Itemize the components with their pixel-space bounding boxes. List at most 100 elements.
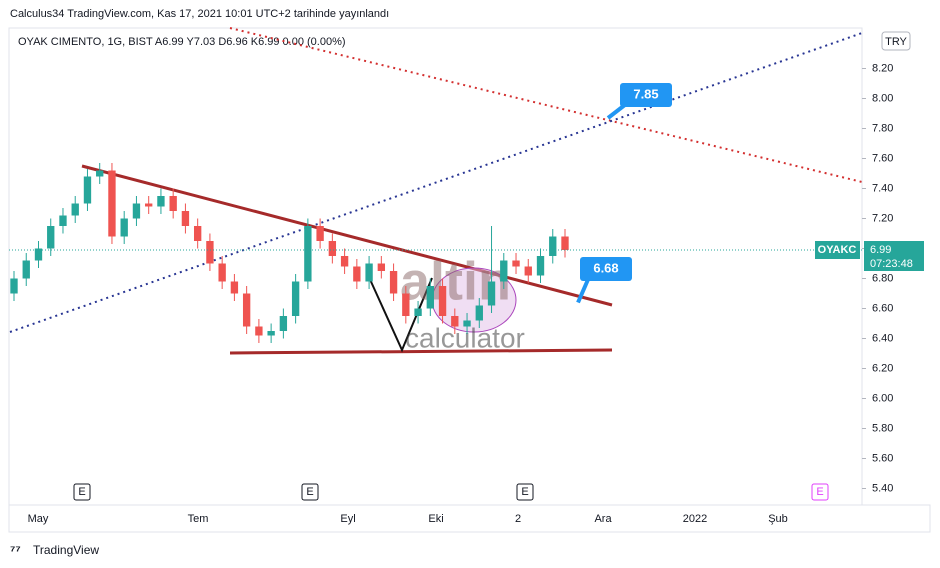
candle-body bbox=[71, 203, 79, 216]
candle-body bbox=[438, 286, 447, 316]
candle-body bbox=[96, 170, 104, 177]
trend-line bbox=[229, 27, 863, 183]
callout-box bbox=[620, 83, 672, 107]
y-tick-label: 8.20 bbox=[872, 62, 893, 74]
candle-body bbox=[230, 281, 239, 294]
candle-body bbox=[463, 320, 471, 327]
candle-body bbox=[157, 196, 165, 207]
x-tick-label: 2 bbox=[515, 513, 521, 525]
watermark-sub: calculator bbox=[405, 322, 525, 353]
price-tag bbox=[864, 241, 924, 271]
candle-body bbox=[22, 260, 30, 279]
callout-label: 6.68 bbox=[593, 260, 618, 275]
x-tick-label: Eyl bbox=[340, 513, 355, 525]
candle-body bbox=[83, 176, 92, 204]
candle-body bbox=[132, 203, 141, 219]
footer: TradingView bbox=[33, 543, 99, 557]
event-label: E bbox=[816, 486, 823, 498]
candle-body bbox=[365, 263, 373, 282]
y-tick-label: 6.00 bbox=[872, 392, 893, 404]
time-axis bbox=[8, 504, 931, 533]
candle-body bbox=[353, 266, 361, 282]
candle-body bbox=[512, 260, 520, 267]
y-tick-label: 7.60 bbox=[872, 152, 893, 164]
candle-body bbox=[59, 215, 67, 226]
candle-body bbox=[206, 241, 214, 264]
y-tick-label: 8.00 bbox=[872, 92, 893, 104]
candle-body bbox=[377, 263, 386, 271]
legend: OYAK CIMENTO, 1G, BIST A6.99 Y7.03 D6.96… bbox=[18, 36, 346, 48]
currency: TRY bbox=[885, 36, 907, 48]
candle-body bbox=[414, 308, 422, 316]
candle-body bbox=[475, 305, 483, 321]
candle-body bbox=[108, 170, 116, 237]
symbol-tag bbox=[815, 241, 860, 259]
y-tick-label: 7.80 bbox=[872, 122, 893, 134]
header: Calculus34 TradingView.com, Kas 17, 2021… bbox=[10, 8, 389, 20]
candle-body bbox=[47, 226, 55, 249]
y-tick-label: 6.20 bbox=[872, 362, 893, 374]
x-tick-label: Tem bbox=[188, 513, 209, 525]
event-label: E bbox=[306, 486, 313, 498]
candle-body bbox=[10, 278, 18, 294]
trend-line bbox=[9, 32, 863, 333]
candle-body bbox=[291, 281, 300, 316]
candle-body bbox=[181, 211, 190, 226]
callout-label: 7.85 bbox=[633, 86, 658, 101]
timer-label: 07:23:48 bbox=[870, 258, 913, 270]
event-box bbox=[73, 483, 91, 501]
x-tick-label: Ara bbox=[594, 513, 612, 525]
candle-body bbox=[340, 256, 349, 267]
candle-body bbox=[120, 218, 128, 237]
candle-body bbox=[267, 331, 275, 336]
x-tick-label: Eki bbox=[428, 513, 443, 525]
event-box bbox=[811, 483, 829, 501]
event-box bbox=[301, 483, 319, 501]
candle-body bbox=[549, 236, 557, 256]
y-tick-label: 6.80 bbox=[872, 272, 893, 284]
candle-body bbox=[487, 281, 496, 306]
candle-body bbox=[451, 316, 459, 327]
event-label: E bbox=[521, 486, 528, 498]
candle-body bbox=[500, 260, 508, 282]
candle-body bbox=[536, 256, 545, 276]
candle-body bbox=[402, 293, 410, 316]
x-tick-label: 2022 bbox=[683, 513, 707, 525]
symbol-label: OYAKC bbox=[818, 244, 857, 256]
candle-body bbox=[328, 241, 337, 256]
currency-box bbox=[881, 31, 911, 51]
candle-body bbox=[389, 271, 398, 294]
candle-body bbox=[34, 248, 43, 261]
candle-body bbox=[524, 266, 532, 276]
y-tick-label: 5.40 bbox=[872, 482, 893, 494]
candle-body bbox=[279, 316, 288, 331]
candle-body bbox=[255, 326, 263, 336]
x-tick-label: May bbox=[28, 513, 49, 525]
candle-body bbox=[316, 226, 324, 241]
y-tick-label: 6.40 bbox=[872, 332, 893, 344]
x-tick-label: Şub bbox=[768, 513, 788, 525]
trend-line bbox=[81, 164, 613, 307]
callout-box bbox=[580, 257, 632, 281]
logo: ⁷⁷ bbox=[10, 542, 21, 557]
candle-body bbox=[193, 226, 202, 241]
y-tick-label: 7.20 bbox=[872, 212, 893, 224]
candle-body bbox=[426, 286, 434, 309]
y-tick-label: 6.60 bbox=[872, 302, 893, 314]
candle-body bbox=[561, 236, 569, 250]
candle-body bbox=[304, 226, 312, 282]
event-box bbox=[516, 483, 534, 501]
candle-body bbox=[169, 196, 177, 211]
candle-body bbox=[145, 203, 153, 207]
candle-body bbox=[218, 263, 226, 282]
plot-area bbox=[8, 27, 863, 506]
pattern-line bbox=[367, 274, 433, 353]
y-tick-label: 5.80 bbox=[872, 422, 893, 434]
y-tick-label: 5.60 bbox=[872, 452, 893, 464]
price-label: 6.99 bbox=[870, 244, 891, 256]
support-line bbox=[229, 348, 613, 355]
y-tick-label: 7.40 bbox=[872, 182, 893, 194]
event-label: E bbox=[78, 486, 85, 498]
candle-body bbox=[242, 293, 251, 327]
